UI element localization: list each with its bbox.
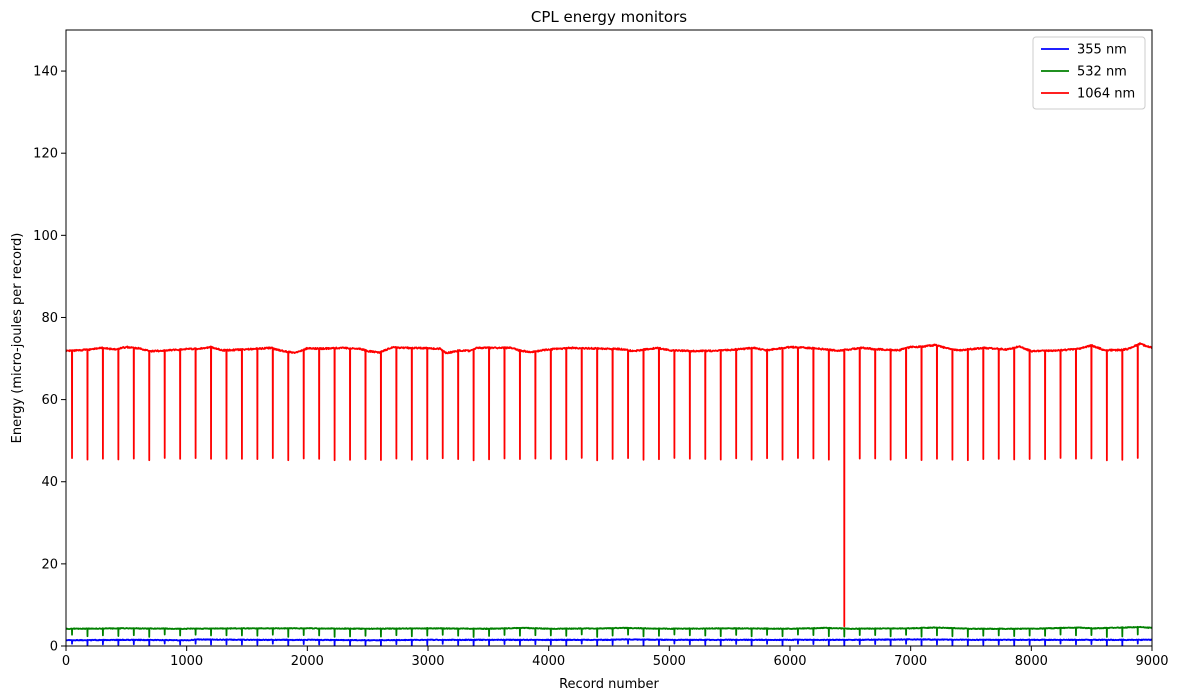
legend-box — [1032, 36, 1146, 110]
series-line — [66, 342, 1152, 628]
series-layer — [66, 342, 1152, 646]
x-tick-label: 6000 — [773, 654, 806, 669]
x-tick-label: 8000 — [1015, 654, 1048, 669]
x-tick-label: 4000 — [532, 654, 565, 669]
y-tick-label: 100 — [33, 229, 58, 244]
y-tick-label: 140 — [33, 65, 58, 80]
y-axis: 0 20 40 60 80 100 120 140 — [33, 65, 66, 655]
y-tick-label: 0 — [50, 640, 58, 655]
legend-item: 355 nm — [1041, 43, 1127, 58]
y-tick-label: 120 — [33, 147, 58, 162]
y-tick-label: 40 — [41, 475, 58, 490]
series-line — [66, 625, 1152, 638]
x-tick-label: 1000 — [170, 654, 203, 669]
y-tick-label: 20 — [41, 557, 58, 572]
x-tick-label: 2000 — [291, 654, 324, 669]
x-tick-label: 0 — [62, 654, 70, 669]
legend-item: 1064 nm — [1041, 87, 1135, 102]
series-line — [66, 638, 1152, 646]
legend: 355 nm 532 nm 1064 nm — [1032, 36, 1146, 110]
y-tick-label: 80 — [41, 311, 58, 326]
legend-item: 532 nm — [1041, 65, 1127, 80]
legend-label: 1064 nm — [1077, 87, 1135, 102]
y-tick-label: 60 — [41, 393, 58, 408]
x-tick-label: 5000 — [653, 654, 686, 669]
x-tick-label: 7000 — [894, 654, 927, 669]
series-355-nm — [66, 638, 1152, 646]
chart-title: CPL energy monitors — [531, 8, 687, 26]
legend-label: 355 nm — [1077, 43, 1127, 58]
x-axis-label: Record number — [559, 677, 659, 692]
legend-label: 532 nm — [1077, 65, 1127, 80]
y-axis-label: Energy (micro-joules per record) — [10, 233, 25, 444]
x-tick-label: 3000 — [411, 654, 444, 669]
plot-frame — [65, 29, 1153, 647]
series-532-nm — [66, 625, 1152, 638]
x-axis: 0 1000 2000 3000 4000 5000 6000 7000 8000 9000 — [62, 646, 1169, 669]
x-tick-label: 9000 — [1135, 654, 1168, 669]
series-1064-nm — [66, 342, 1152, 628]
